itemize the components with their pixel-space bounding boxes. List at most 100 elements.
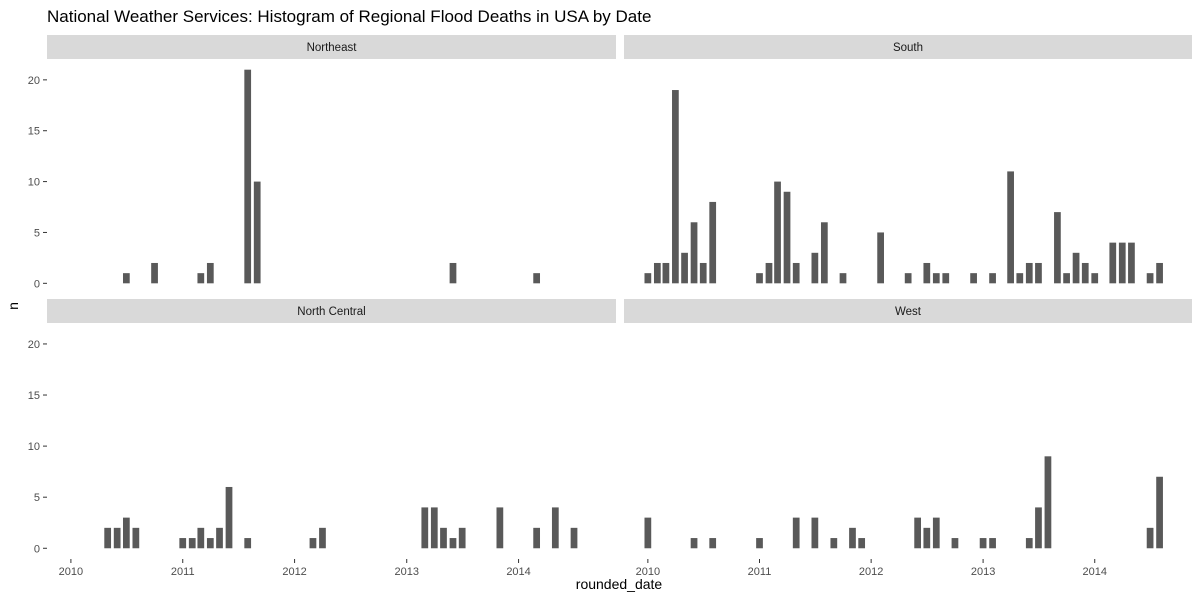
bar-south-33 (1118, 242, 1126, 284)
bar-south-7 (709, 201, 717, 284)
bar-west-1 (690, 538, 698, 549)
bar-north-central-6 (197, 527, 205, 549)
bar-west-8 (858, 538, 866, 549)
bar-south-23 (1007, 171, 1014, 284)
bar-south-11 (783, 191, 791, 284)
bar-west-15 (1025, 538, 1033, 549)
bar-south-10 (774, 181, 781, 284)
strip-label-south: South (893, 42, 923, 54)
bar-north-central-7 (206, 538, 214, 549)
y-tick-label-northeast-15: 15 (28, 126, 40, 138)
bar-north-central-10 (244, 538, 252, 549)
bar-north-central-20 (551, 507, 559, 549)
strip-northeast (47, 35, 616, 59)
bar-north-central-14 (430, 507, 438, 549)
bar-northeast-2 (197, 273, 205, 284)
bar-south-30 (1081, 262, 1089, 284)
bar-west-2 (709, 538, 717, 549)
y-tick-label-northeast-5: 5 (34, 227, 40, 239)
x-tick-label-west-2012: 2012 (859, 566, 883, 578)
bar-south-19 (932, 273, 940, 284)
strip-south (624, 35, 1192, 59)
bar-north-central-15 (440, 527, 447, 549)
bar-south-4 (681, 252, 688, 284)
bar-west-16 (1035, 507, 1042, 549)
bar-south-35 (1146, 273, 1154, 284)
bar-south-14 (820, 222, 828, 284)
bar-west-19 (1156, 476, 1163, 549)
bar-south-17 (904, 273, 912, 284)
bar-south-20 (942, 273, 950, 284)
bar-west-12 (951, 538, 959, 549)
bar-south-9 (765, 262, 773, 284)
bar-north-central-19 (533, 527, 541, 549)
bar-south-31 (1091, 273, 1099, 284)
bar-west-11 (932, 517, 940, 549)
bar-west-13 (979, 538, 987, 549)
bar-west-14 (989, 538, 996, 549)
x-tick-label-west-2010: 2010 (636, 566, 660, 578)
bar-north-central-0 (104, 527, 112, 549)
chart-title: National Weather Services: Histogram of … (47, 7, 651, 26)
facet-panels: Northeast 0 5 10 15 20 South North Central 0 5 10 1… (28, 35, 1192, 578)
bar-south-8 (756, 273, 763, 284)
bar-north-central-11 (309, 538, 317, 549)
bar-south-24 (1016, 273, 1024, 284)
bar-south-27 (1054, 212, 1061, 284)
bar-south-28 (1063, 273, 1070, 284)
x-tick-label-north-central-2012: 2012 (282, 566, 306, 578)
bar-north-central-21 (570, 527, 578, 549)
bar-south-5 (690, 222, 698, 284)
bar-west-17 (1044, 456, 1052, 549)
bar-south-1 (653, 262, 661, 284)
strip-west (624, 299, 1192, 323)
bar-north-central-9 (225, 486, 233, 549)
bar-northeast-5 (253, 181, 261, 284)
x-tick-label-north-central-2011: 2011 (171, 566, 195, 578)
bar-west-3 (756, 538, 763, 549)
x-tick-label-west-2014: 2014 (1082, 566, 1106, 578)
bar-west-0 (644, 517, 652, 549)
bar-northeast-6 (449, 262, 457, 284)
bar-south-0 (644, 273, 652, 284)
bar-south-36 (1156, 262, 1163, 284)
y-tick-label-north-central-20: 20 (28, 339, 40, 351)
bar-northeast-4 (244, 69, 252, 284)
y-tick-label-north-central-0: 0 (34, 543, 40, 555)
bar-north-central-18 (496, 507, 504, 549)
strip-north-central (47, 299, 616, 323)
y-axis-title: n (5, 302, 21, 310)
y-tick-label-north-central-10: 10 (28, 441, 40, 453)
x-tick-label-north-central-2014: 2014 (506, 566, 530, 578)
bar-south-6 (699, 262, 707, 284)
bar-west-4 (792, 517, 800, 549)
y-tick-label-north-central-15: 15 (28, 390, 40, 402)
x-tick-label-north-central-2010: 2010 (59, 566, 83, 578)
bar-south-16 (877, 232, 884, 284)
bar-south-25 (1025, 262, 1033, 284)
bar-north-central-5 (188, 538, 196, 549)
bar-north-central-3 (132, 527, 140, 549)
bar-south-3 (672, 90, 679, 284)
panel-north-central: North Central 0 5 10 15 20 2010 2011 2012 2013 201… (28, 299, 616, 578)
panel-west: West 2010 2011 2012 2013 2014 (624, 299, 1192, 578)
bar-north-central-12 (319, 527, 326, 549)
bar-west-10 (923, 527, 931, 549)
bar-south-34 (1128, 242, 1135, 284)
bar-west-9 (914, 517, 921, 549)
bar-north-central-16 (449, 538, 457, 549)
panel-northeast: Northeast 0 5 10 15 20 (28, 35, 616, 290)
y-tick-label-north-central-5: 5 (34, 492, 40, 504)
bar-south-2 (662, 262, 670, 284)
bar-northeast-7 (533, 273, 541, 284)
bar-north-central-17 (458, 527, 466, 549)
y-tick-label-northeast-0: 0 (34, 278, 40, 290)
bar-south-15 (839, 273, 847, 284)
bar-west-18 (1146, 527, 1154, 549)
bar-northeast-0 (122, 273, 130, 284)
bar-north-central-4 (179, 538, 187, 549)
bar-northeast-3 (206, 262, 214, 284)
panel-south: South (624, 35, 1192, 284)
bar-north-central-2 (122, 517, 130, 549)
